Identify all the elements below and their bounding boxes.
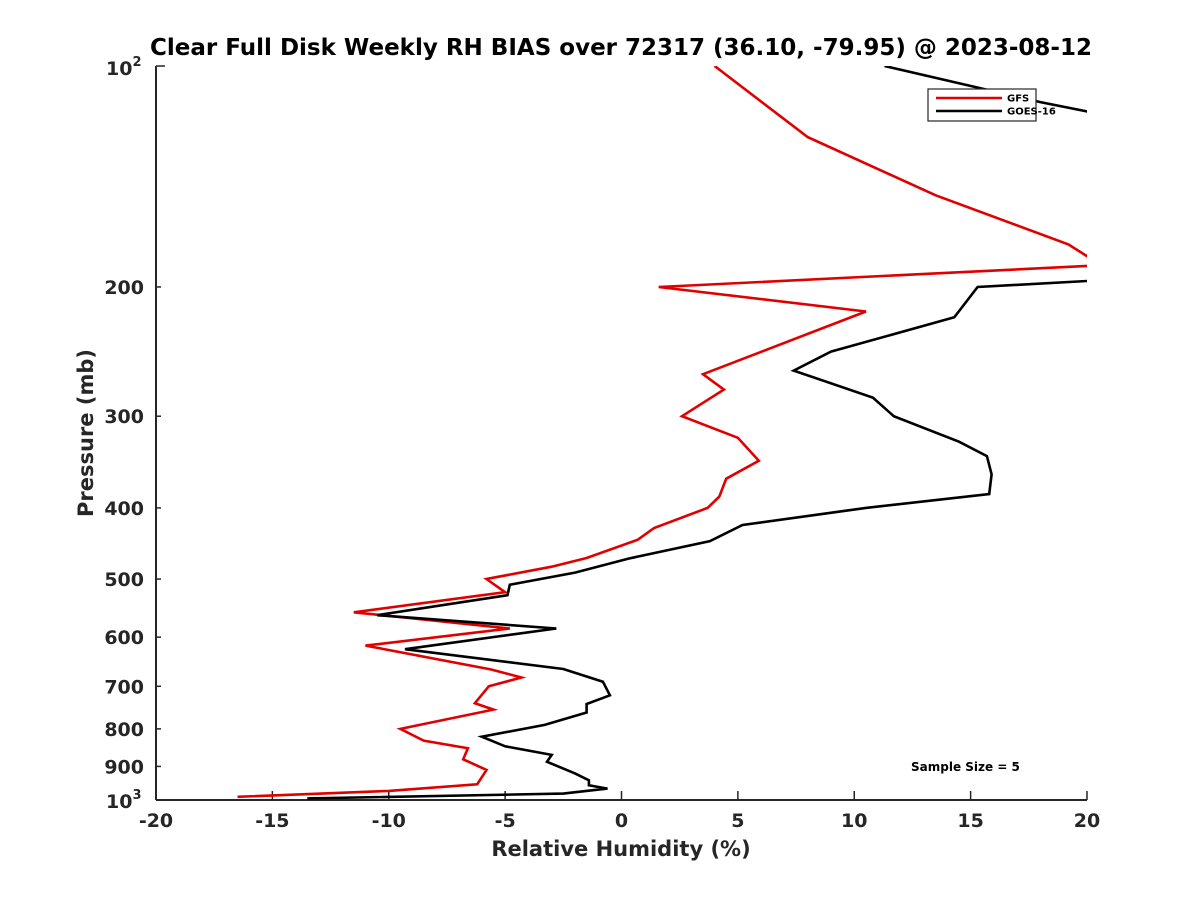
x-tick-label: 0	[615, 810, 628, 832]
x-axis-label: Relative Humidity (%)	[491, 837, 750, 861]
x-tick-label: 15	[957, 810, 983, 832]
series-line-goes16	[307, 66, 1087, 800]
y-tick-label: 800	[104, 719, 144, 741]
y-axis-ticks: 200 300 400 500 600 700 800 900	[104, 65, 165, 801]
x-axis-ticks: -20 -15 -10 -5 0 5 10 15 20	[139, 791, 1100, 832]
legend-label-goes16: GOES-16	[1007, 107, 1056, 118]
legend: GFS GOES-16	[927, 88, 1056, 122]
x-tick-label: 5	[731, 810, 744, 832]
legend-label-gfs: GFS	[1007, 94, 1029, 105]
y-tick-label: 200	[104, 277, 144, 299]
y-bottom-exp: 3	[132, 788, 141, 803]
y-tick-label: 600	[104, 627, 144, 649]
sample-size-annotation: Sample Size = 5	[911, 760, 1020, 774]
y-tick-label: 300	[104, 406, 144, 428]
y-tick-label-bottom: 103	[106, 788, 142, 813]
y-top-exp: 2	[132, 55, 141, 70]
x-tick-label: -20	[139, 810, 173, 832]
series-line-gfs	[237, 66, 1087, 799]
y-tick-label: 900	[104, 756, 144, 778]
x-tick-label: -15	[255, 810, 289, 832]
y-tick-label: 700	[104, 676, 144, 698]
x-tick-label: 20	[1074, 810, 1100, 832]
x-tick-label: -10	[372, 810, 406, 832]
x-tick-label: -5	[495, 810, 516, 832]
chart-title: Clear Full Disk Weekly RH BIAS over 7231…	[150, 35, 1092, 61]
y-bottom-base: 10	[106, 791, 132, 813]
legend-box	[927, 88, 1037, 122]
x-tick-label: 10	[841, 810, 867, 832]
y-top-base: 10	[106, 58, 132, 80]
y-axis-label: Pressure (mb)	[74, 349, 98, 517]
series-group	[237, 66, 1087, 800]
y-tick-label: 400	[104, 498, 144, 520]
y-tick-label-top: 102	[106, 55, 142, 80]
y-tick-label: 500	[104, 569, 144, 591]
